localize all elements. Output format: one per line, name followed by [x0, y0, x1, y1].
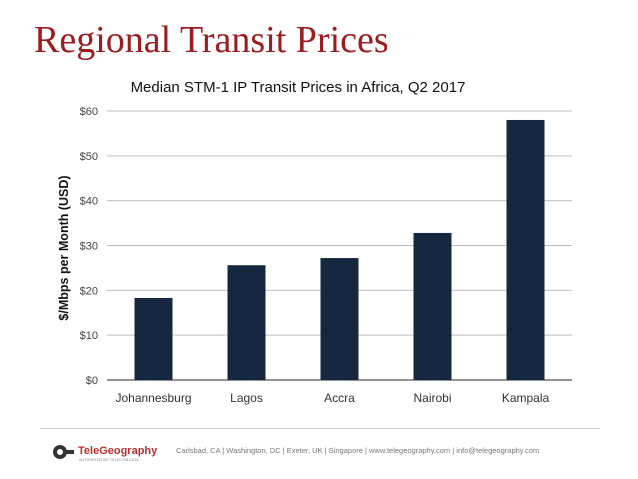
y-tick-label: $20	[80, 285, 98, 297]
y-axis-label: $/Mbps per Month (USD)	[57, 175, 71, 320]
y-tick-label: $0	[86, 375, 98, 387]
y-tick-label: $40	[80, 196, 98, 208]
x-tick-label: Lagos	[230, 391, 263, 405]
bar-lagos	[227, 265, 266, 380]
bar-accra	[320, 258, 359, 380]
footer-divider	[40, 428, 600, 429]
x-tick-label: Kampala	[502, 391, 550, 405]
y-tick-label: $60	[80, 106, 98, 118]
y-tick-labels: $0 $10 $20 $30 $40 $50 $60	[80, 106, 98, 387]
telegeography-logo: TeleGeography AUTHORITATIVE TELECOM DATA	[53, 445, 158, 462]
bar-nairobi	[413, 232, 452, 380]
y-tick-label: $50	[80, 151, 98, 163]
bar-kampala	[506, 119, 545, 380]
x-tick-label: Nairobi	[413, 391, 451, 405]
bar-johannesburg	[134, 297, 173, 380]
x-tick-labels: Johannesburg Lagos Accra Nairobi Kampala	[115, 391, 549, 405]
logo-wordmark: TeleGeography	[78, 445, 158, 457]
slide-title: Regional Transit Prices	[34, 19, 389, 61]
y-tick-label: $30	[80, 241, 98, 253]
footer-contact: Carlsbad, CA | Washington, DC | Exeter, …	[176, 446, 540, 455]
x-tick-label: Johannesburg	[115, 391, 191, 405]
bars	[134, 119, 545, 380]
chart-title: Median STM-1 IP Transit Prices in Africa…	[131, 79, 466, 96]
x-tick-label: Accra	[324, 391, 355, 405]
logo-tagline: AUTHORITATIVE TELECOM DATA	[79, 458, 139, 462]
logo-mark-icon	[53, 445, 74, 459]
y-tick-label: $10	[80, 330, 98, 342]
